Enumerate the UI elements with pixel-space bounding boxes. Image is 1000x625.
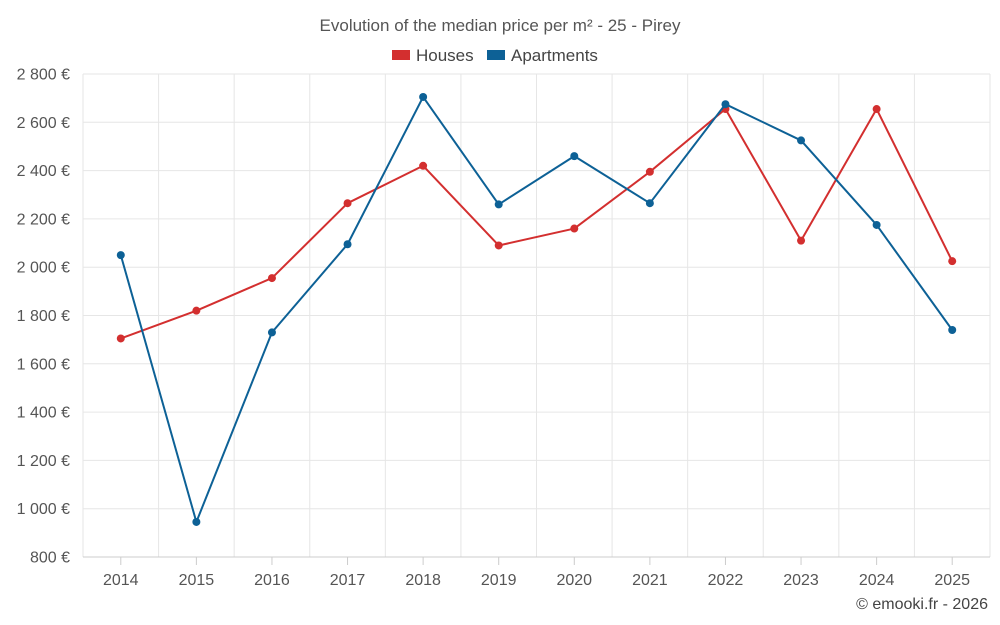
legend-item-houses[interactable]: Houses <box>392 46 474 65</box>
data-point[interactable] <box>645 199 654 208</box>
axes: 800 € 1 000 € 1 200 € 1 400 € 1 600 € 1 800 €… <box>17 67 990 589</box>
data-point[interactable] <box>192 306 201 315</box>
data-point[interactable] <box>116 251 125 260</box>
x-tick-label: 2019 <box>481 572 517 589</box>
legend-swatch <box>487 50 505 60</box>
chart-title: Evolution of the median price per m² - 2… <box>320 16 681 35</box>
series-line <box>120 108 954 340</box>
y-tick-label: 2 800 € <box>17 67 70 84</box>
y-tick-label: 2 000 € <box>17 260 70 277</box>
y-tick-label: 1 200 € <box>17 453 70 470</box>
data-point[interactable] <box>494 241 503 250</box>
x-tick-label: 2014 <box>103 572 139 589</box>
x-tick-label: 2023 <box>783 572 819 589</box>
data-point[interactable] <box>797 236 806 245</box>
y-tick-label: 1 400 € <box>17 405 70 422</box>
y-tick-label: 800 € <box>30 550 70 567</box>
credit-text: © emooki.fr - 2026 <box>856 596 988 613</box>
y-tick-label: 1 600 € <box>17 356 70 373</box>
data-point[interactable] <box>267 328 276 337</box>
x-tick-label: 2022 <box>708 572 744 589</box>
grid <box>82 73 991 557</box>
data-point[interactable] <box>419 161 428 170</box>
y-tick-label: 1 000 € <box>17 501 70 518</box>
x-tick-label: 2025 <box>934 572 970 589</box>
legend-swatch <box>392 50 410 60</box>
data-point[interactable] <box>797 136 806 145</box>
legend-label: Houses <box>416 46 474 65</box>
x-tick-label: 2021 <box>632 572 668 589</box>
data-point[interactable] <box>419 92 428 101</box>
data-point[interactable] <box>570 224 579 233</box>
legend[interactable]: Houses Apartments <box>392 46 598 65</box>
data-point[interactable] <box>948 257 957 266</box>
data-point[interactable] <box>343 199 352 208</box>
series-apartments <box>116 92 957 526</box>
x-tick-label: 2015 <box>179 572 215 589</box>
series-line <box>119 95 954 523</box>
legend-label: Apartments <box>511 46 598 65</box>
x-tick-label: 2020 <box>556 572 592 589</box>
data-point[interactable] <box>116 334 125 343</box>
data-point[interactable] <box>948 325 957 334</box>
legend-item-apartments[interactable]: Apartments <box>487 46 598 65</box>
x-tick-label: 2024 <box>859 572 895 589</box>
y-tick-label: 1 800 € <box>17 308 70 325</box>
data-point[interactable] <box>872 105 881 114</box>
data-point[interactable] <box>721 100 730 109</box>
data-point[interactable] <box>645 167 654 176</box>
y-tick-label: 2 200 € <box>17 211 70 228</box>
data-point[interactable] <box>267 274 276 283</box>
data-point[interactable] <box>192 517 201 526</box>
x-tick-label: 2017 <box>330 572 366 589</box>
y-tick-label: 2 400 € <box>17 163 70 180</box>
x-tick-label: 2016 <box>254 572 290 589</box>
data-point[interactable] <box>570 152 579 161</box>
series <box>116 92 957 526</box>
data-point[interactable] <box>872 220 881 229</box>
series-houses <box>116 105 957 343</box>
data-point[interactable] <box>494 200 503 209</box>
data-point[interactable] <box>343 240 352 249</box>
x-tick-label: 2018 <box>405 572 441 589</box>
y-tick-label: 2 600 € <box>17 115 70 132</box>
